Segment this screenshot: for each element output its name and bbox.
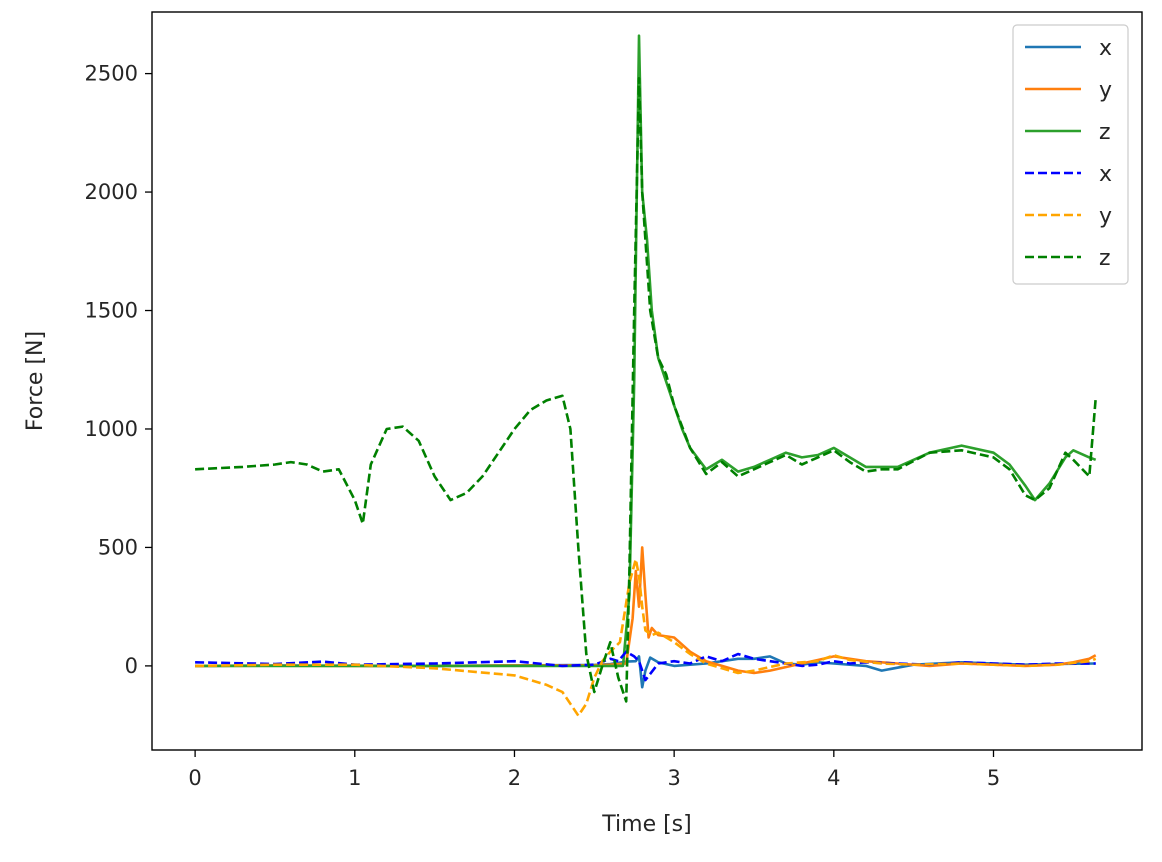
legend-label: y [1099,78,1112,103]
x-tick-label: 4 [827,766,840,790]
series-layer [195,34,1097,717]
x-tick-label: 1 [348,766,361,790]
y-tick-label: 2500 [85,62,138,86]
ticks-layer: 0 1 2 3 4 5 0 500 1000 1500 2000 2500 [85,62,1001,790]
x-axis-label: Time [s] [601,812,691,837]
plot-area [195,34,1097,717]
legend-box [1012,24,1129,285]
x-tick-label: 5 [987,766,1000,790]
legend-label: z [1099,246,1111,271]
y-tick-label: 1500 [85,299,138,323]
y-tick-label: 1000 [85,417,138,441]
x-tick-label: 3 [667,766,680,790]
y-tick-label: 500 [98,535,138,559]
plot-frame [151,11,1143,751]
y-tick-label: 0 [125,654,138,678]
series-line-z-dashed [195,77,1097,703]
x-tick-label: 2 [508,766,521,790]
series-line-x-dashed [195,650,1096,682]
series-line-z-solid [195,34,1097,668]
legend-label: y [1099,204,1112,229]
series-line-y-dashed [195,557,1097,717]
legend-label: x [1099,162,1112,187]
x-tick-label: 0 [188,766,201,790]
legend-label: x [1099,36,1112,61]
legend-label: z [1099,120,1111,145]
series-line-y-solid [195,546,1097,675]
y-tick-label: 2000 [85,180,138,204]
y-axis-label: Force [N] [23,331,48,431]
